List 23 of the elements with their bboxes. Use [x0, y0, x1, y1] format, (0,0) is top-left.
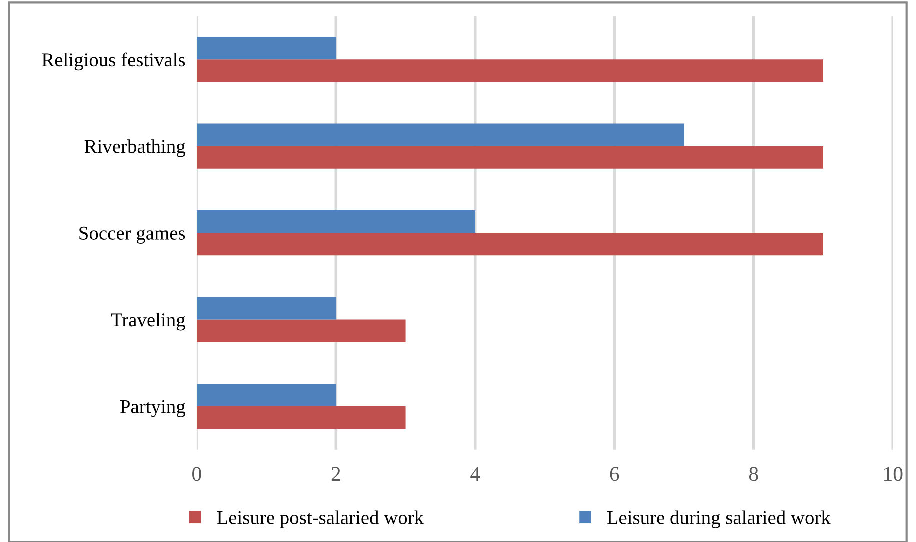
- y-tick-label: Partying: [120, 400, 186, 418]
- bar: [196, 210, 476, 234]
- bar: [196, 37, 336, 60]
- x-tick-label: 4: [470, 467, 480, 481]
- bar: [196, 297, 336, 320]
- bar: [196, 233, 824, 256]
- y-tick-label: Soccer games: [80, 226, 186, 244]
- bar: [196, 406, 406, 430]
- x-tick-label: 6: [610, 467, 620, 482]
- bar: [196, 384, 336, 406]
- y-tick-label: Riverbathing: [84, 140, 186, 158]
- x-tick-label: 2: [332, 467, 340, 481]
- x-tick-label: 10: [884, 467, 903, 482]
- y-tick-label: Traveling: [111, 313, 186, 331]
- y-tick-label: Religious festivals: [42, 52, 186, 71]
- bar: [196, 124, 684, 146]
- bar: [196, 60, 824, 82]
- x-tick-label: 0: [192, 467, 202, 482]
- legend-label: Leisure during salaried work: [607, 510, 831, 528]
- bar: [196, 146, 824, 169]
- bar: [196, 320, 406, 342]
- x-tick-label: 8: [749, 467, 758, 482]
- legend-label: Leisure post-salaried work: [217, 510, 424, 528]
